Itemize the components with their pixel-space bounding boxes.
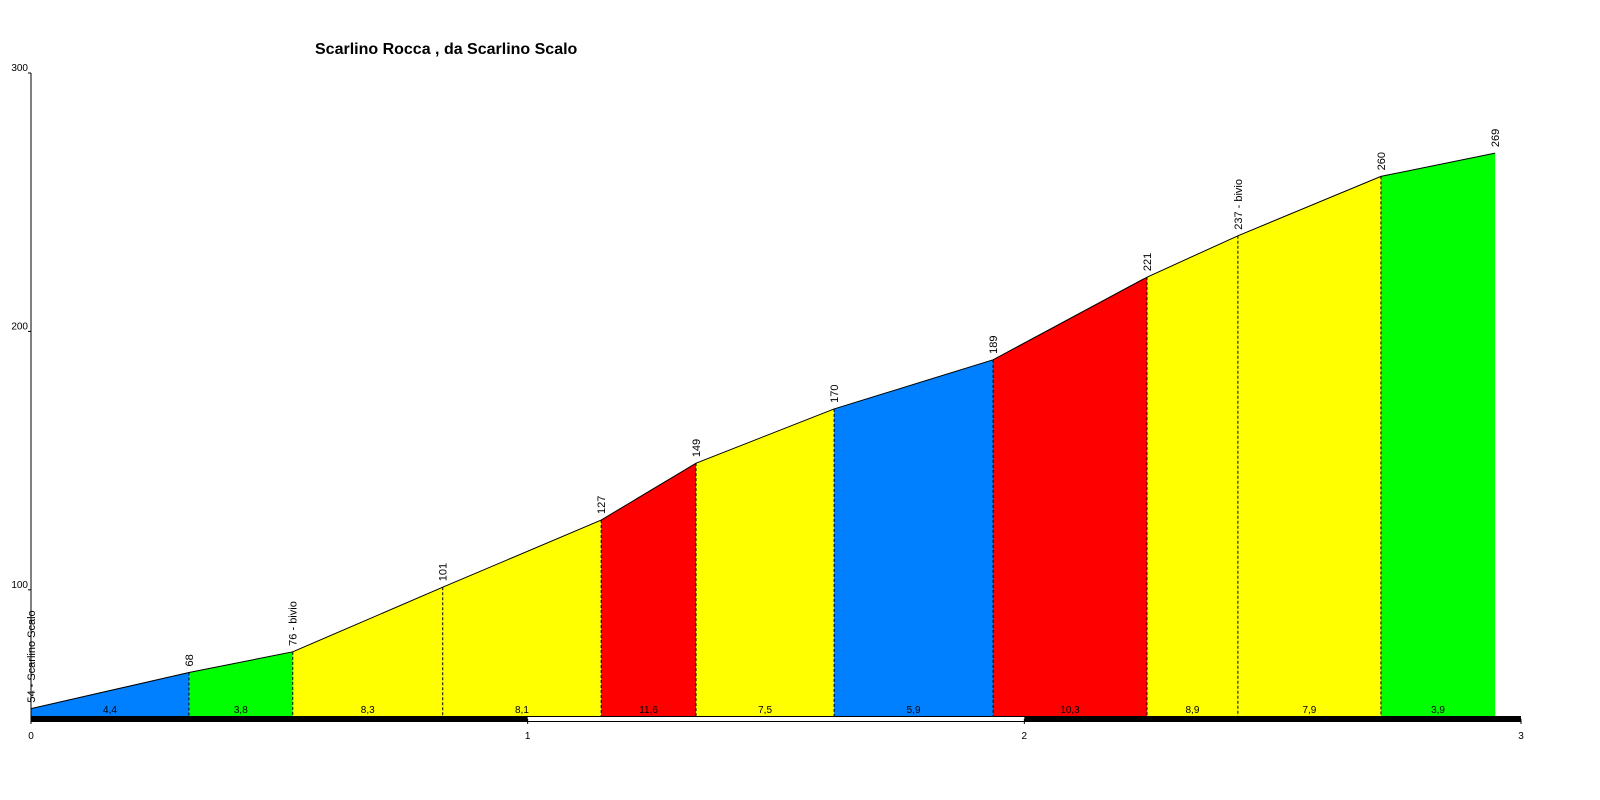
point-label: 221 — [1142, 253, 1154, 271]
segment — [188, 651, 293, 719]
gradient-label: 3,9 — [1431, 705, 1445, 716]
y-tick-label: 300 — [11, 63, 28, 74]
gradient-label: 8,3 — [361, 705, 375, 716]
gradient-label: 11,6 — [639, 705, 658, 716]
point-label: 237 - bivio — [1233, 179, 1245, 230]
point-label: 76 - bivio — [288, 601, 300, 646]
point-label: 54 - Scarlino Scalo — [26, 610, 38, 702]
segment — [601, 463, 697, 719]
x-tick-label: 3 — [1518, 731, 1524, 742]
y-tick-label: 100 — [11, 580, 28, 591]
segment — [1147, 235, 1238, 720]
gradient-label: 4,4 — [103, 705, 117, 716]
segment — [993, 277, 1148, 719]
x-tick-label: 1 — [525, 731, 531, 742]
gradient-label: 5,9 — [907, 705, 921, 716]
segment — [31, 672, 189, 719]
x-axis-bar-white — [527, 717, 1025, 721]
y-tick-label: 200 — [11, 321, 28, 332]
segment — [292, 587, 443, 719]
point-label: 101 — [438, 563, 450, 581]
segment — [442, 520, 602, 719]
point-label: 170 — [829, 385, 841, 403]
gradient-label: 8,9 — [1186, 705, 1200, 716]
x-tick-label: 2 — [1022, 731, 1028, 742]
gradient-label: 7,9 — [1302, 705, 1316, 716]
x-tick-label: 0 — [28, 731, 34, 742]
segment — [1380, 153, 1496, 719]
point-label: 260 — [1376, 152, 1388, 170]
profile-line — [30, 152, 1496, 710]
gradient-label: 8,1 — [515, 705, 529, 716]
gradient-label: 7,5 — [758, 705, 772, 716]
segment — [1237, 176, 1381, 720]
gradient-label: 10,3 — [1060, 705, 1080, 716]
segment — [696, 408, 835, 719]
point-label: 269 — [1490, 129, 1502, 147]
point-label: 127 — [596, 496, 608, 514]
point-label: 149 — [691, 439, 703, 457]
segment — [834, 359, 994, 719]
point-label: 68 — [184, 654, 196, 666]
point-label: 189 — [988, 335, 1000, 353]
gradient-label: 3,8 — [234, 705, 248, 716]
chart-title: Scarlino Rocca , da Scarlino Scalo — [315, 41, 578, 58]
